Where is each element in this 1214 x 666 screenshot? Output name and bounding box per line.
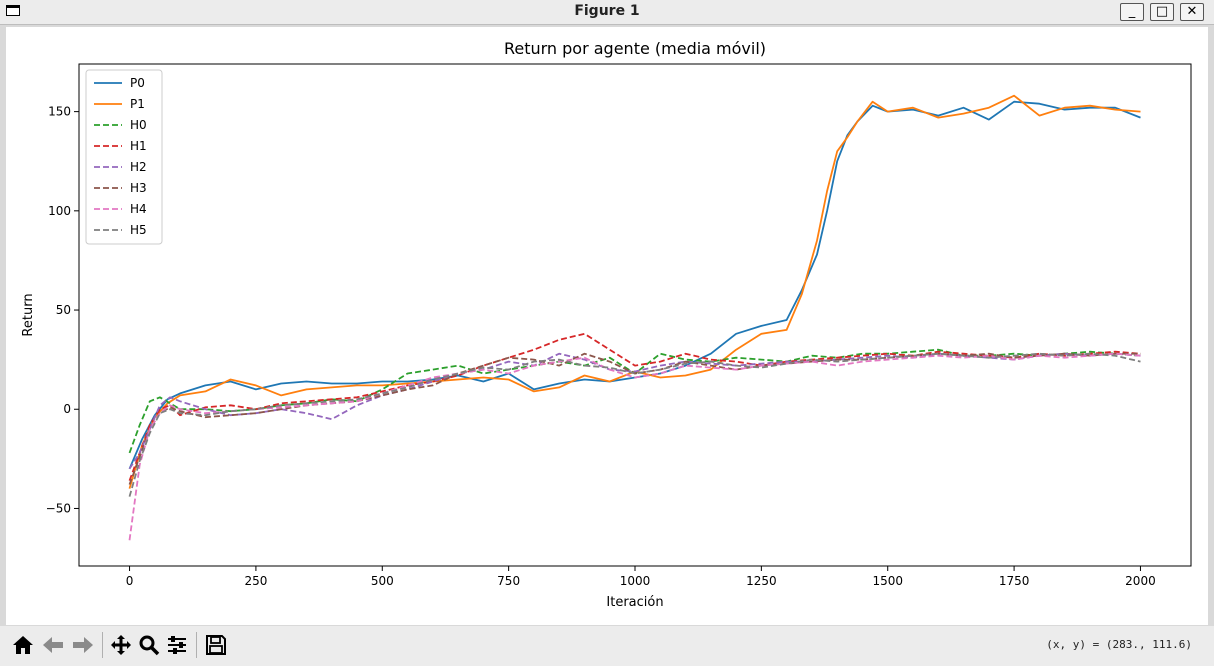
y-axis-label: Return [21,293,36,336]
forward-icon[interactable] [70,632,96,658]
x-tick-label: 2000 [1125,574,1156,588]
x-tick-label: 0 [126,574,134,588]
x-tick-label: 250 [244,574,267,588]
maximize-button[interactable]: □ [1150,3,1174,21]
toolbar-separator [102,632,103,658]
save-icon[interactable] [203,632,229,658]
y-tick-label: −50 [46,501,71,515]
legend: P0 P1 H0 H1 H2 H3 H4 H5 [85,69,163,245]
legend-label: P1 [130,97,145,111]
window-title: Figure 1 [574,3,640,19]
legend-label: H4 [130,202,147,216]
y-axis-ticks: −50 0 50 100 150 [46,105,79,515]
legend-label: H5 [130,223,147,237]
plot-area [78,63,1192,567]
legend-label: H1 [130,139,147,153]
y-tick-label: 100 [48,204,71,218]
legend-label: P0 [130,76,145,90]
minimize-button[interactable]: _ [1120,3,1144,21]
x-tick-label: 1750 [999,574,1030,588]
x-tick-label: 1250 [746,574,777,588]
legend-label: H0 [130,118,147,132]
chart-title: Return por agente (media móvil) [504,39,766,58]
pan-icon[interactable] [108,632,134,658]
legend-label: H3 [130,181,147,195]
y-tick-label: 50 [56,303,71,317]
line-chart: Return por agente (media móvil) 0 250 500 7… [21,39,1192,610]
series-line-h3 [128,352,1141,485]
x-tick-label: 1500 [872,574,903,588]
plot-lines [128,94,1141,541]
x-axis-label: Iteración [606,595,663,610]
title-bar: Figure 1 _ □ ✕ [0,0,1214,25]
y-tick-label: 150 [48,105,71,119]
back-icon[interactable] [40,632,66,658]
series-line-h1 [128,332,1141,482]
navigation-toolbar: (x, y) = (283., 111.6) [0,626,1214,666]
figure-canvas[interactable]: Return por agente (media móvil) 0 250 500 7… [6,27,1208,625]
home-icon[interactable] [10,632,36,658]
close-button[interactable]: ✕ [1180,3,1204,21]
y-tick-label: 0 [63,402,71,416]
zoom-icon[interactable] [136,632,162,658]
legend-frame [85,69,163,245]
series-line-p1 [128,94,1141,489]
cursor-coordinates: (x, y) = (283., 111.6) [1046,638,1192,651]
toolbar-separator [196,632,197,658]
series-line-h5 [128,352,1141,497]
window-icon [6,5,20,16]
x-tick-label: 750 [497,574,520,588]
x-tick-label: 500 [371,574,394,588]
x-tick-label: 1000 [620,574,651,588]
configure-icon[interactable] [164,632,190,658]
legend-label: H2 [130,160,147,174]
x-axis-ticks: 0 250 500 750 1000 1250 1500 1750 2000 [126,566,1156,588]
series-line-p0 [128,100,1141,470]
